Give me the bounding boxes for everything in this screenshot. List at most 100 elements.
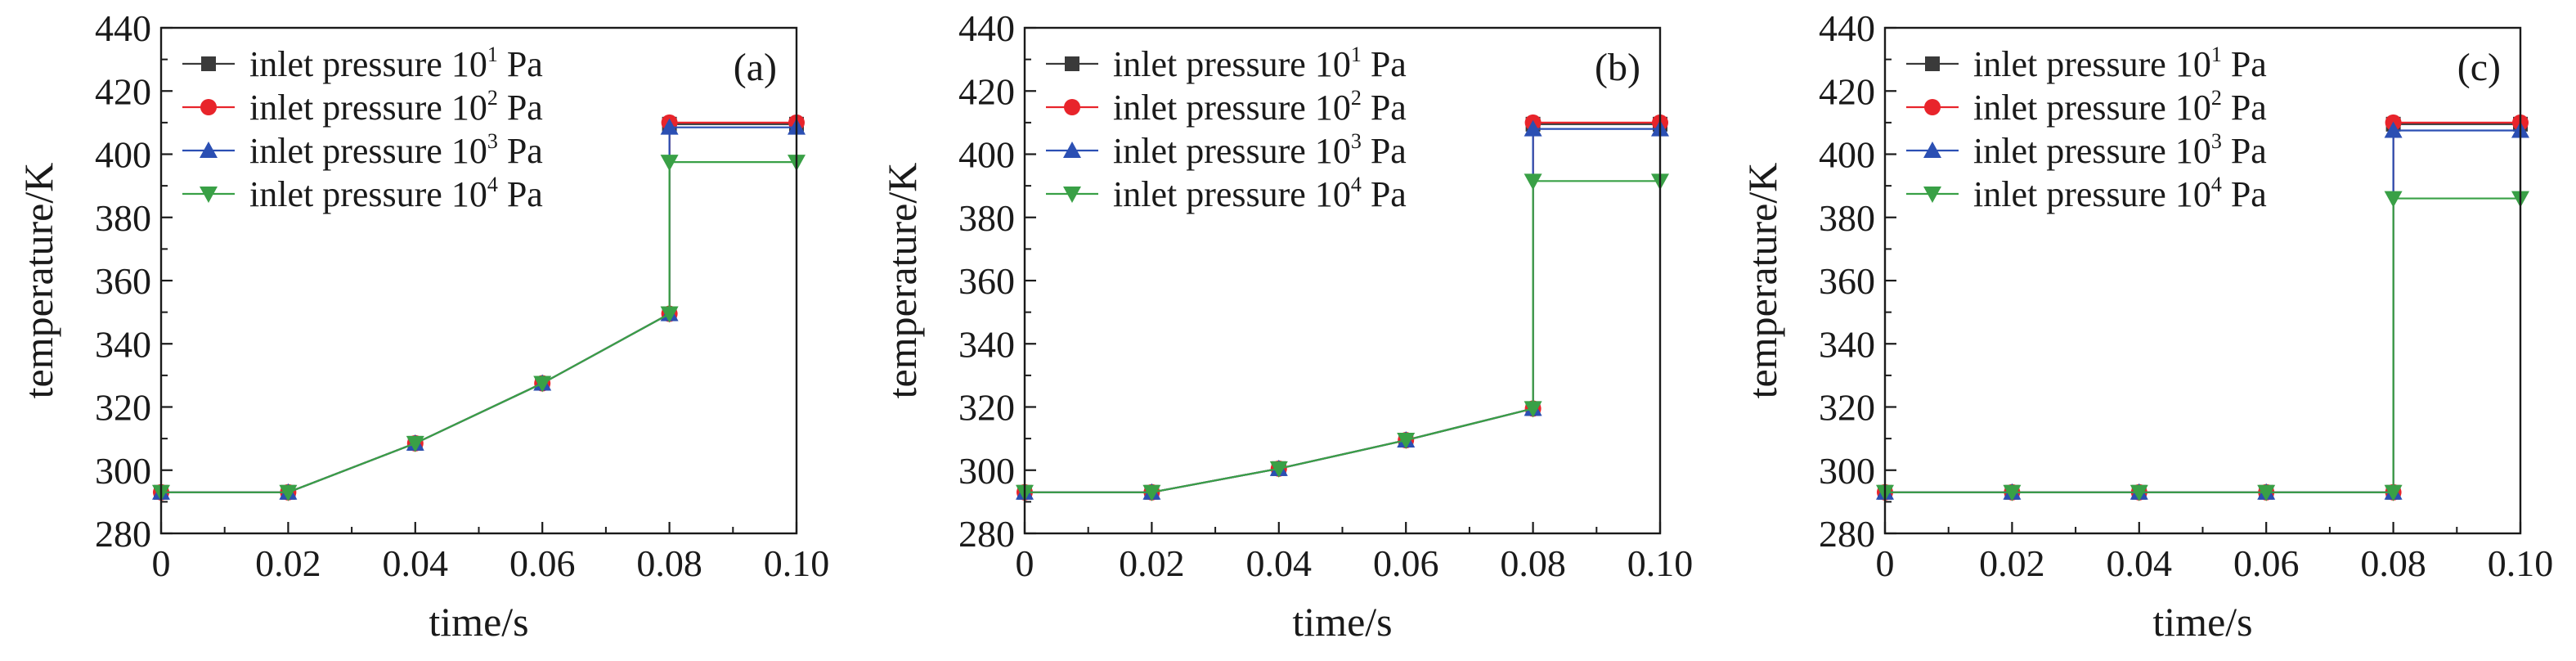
legend-label-base: inlet pressure 10 [249, 174, 487, 214]
legend-label-base: inlet pressure 10 [1973, 131, 2211, 171]
legend-marker [1923, 142, 1941, 158]
legend-label-unit: Pa [2222, 131, 2267, 171]
data-point [2384, 484, 2403, 501]
y-axis-title: temperature/K [16, 163, 61, 399]
x-axis-title: time/s [2152, 599, 2252, 645]
legend-label: inlet pressure 102 Pa [249, 86, 543, 128]
legend-label: inlet pressure 103 Pa [249, 129, 543, 171]
legend-entry: inlet pressure 102 Pa [1906, 86, 2267, 128]
series-line [1885, 197, 2520, 493]
legend-label-unit: Pa [2222, 174, 2267, 214]
legend-label-unit: Pa [498, 174, 543, 214]
data-point [660, 155, 679, 172]
y-tick-label: 400 [1819, 134, 1875, 176]
legend-entry: inlet pressure 102 Pa [182, 86, 543, 128]
x-tick-label: 0.04 [2107, 542, 2173, 584]
legend-entry: inlet pressure 101 Pa [1906, 43, 2267, 84]
panel-label: (c) [2457, 46, 2501, 89]
legend-label-base: inlet pressure 10 [249, 131, 487, 171]
legend-label: inlet pressure 104 Pa [1113, 173, 1407, 214]
y-axis-title: temperature/K [879, 163, 925, 399]
y-tick-label: 280 [1819, 513, 1875, 555]
data-point [2129, 484, 2148, 501]
legend-label-unit: Pa [1362, 131, 1407, 171]
x-tick-label: 0.08 [2360, 542, 2426, 584]
y-axis-title: temperature/K [1739, 163, 1785, 399]
legend-label-base: inlet pressure 10 [1973, 174, 2211, 214]
x-tick-label: 0.06 [509, 542, 576, 584]
legend-label: inlet pressure 103 Pa [1973, 129, 2267, 171]
y-tick-label: 340 [95, 323, 151, 365]
y-tick-label: 300 [95, 450, 151, 492]
legend-entry: inlet pressure 103 Pa [182, 129, 543, 171]
legend-label: inlet pressure 102 Pa [1113, 86, 1407, 128]
y-tick-label: 420 [958, 70, 1015, 112]
legend-label-unit: Pa [498, 131, 543, 171]
legend-label-unit: Pa [498, 44, 543, 84]
legend-label: inlet pressure 101 Pa [249, 43, 543, 84]
x-tick-label: 0.02 [1979, 542, 2045, 584]
legend-label: inlet pressure 104 Pa [249, 173, 543, 214]
legend-label-exponent: 2 [2211, 86, 2222, 110]
x-tick-label: 0.10 [1627, 542, 1694, 584]
data-point [1524, 401, 1542, 418]
y-tick-label: 300 [958, 450, 1015, 492]
legend-marker [1063, 187, 1081, 203]
legend-label: inlet pressure 101 Pa [1113, 43, 1407, 84]
legend-label: inlet pressure 104 Pa [1973, 173, 2267, 214]
legend-marker [1064, 99, 1080, 115]
y-tick-label: 280 [95, 513, 151, 555]
legend-entry: inlet pressure 101 Pa [182, 43, 543, 84]
x-tick-label: 0.04 [1246, 542, 1313, 584]
y-tick-label: 380 [95, 197, 151, 239]
data-point [406, 435, 424, 452]
legend-label-base: inlet pressure 10 [1113, 44, 1351, 84]
x-tick-label: 0.08 [1500, 542, 1566, 584]
legend-marker [1063, 142, 1081, 158]
data-point [1524, 119, 1542, 137]
y-tick-label: 280 [958, 513, 1015, 555]
panel-label: (a) [734, 46, 777, 89]
legend-label-exponent: 1 [2211, 43, 2222, 66]
chart-panel: 280 300 320 340 360 380 400 420 440 0 0.02 0.04 0.06… [16, 7, 829, 645]
legend-marker [200, 142, 218, 158]
data-point [1269, 461, 1288, 478]
legend-entry: inlet pressure 104 Pa [182, 173, 543, 214]
legend-label-unit: Pa [1362, 44, 1407, 84]
series-group [152, 155, 806, 501]
legend-marker [200, 99, 217, 115]
y-tick-label: 380 [1819, 197, 1875, 239]
legend-entry: inlet pressure 103 Pa [1046, 129, 1407, 171]
legend-entry: inlet pressure 103 Pa [1906, 129, 2267, 171]
x-tick-label: 0.10 [764, 542, 830, 584]
y-tick-label: 360 [1819, 260, 1875, 302]
legend-label-exponent: 4 [487, 173, 498, 196]
legend-label-base: inlet pressure 10 [1113, 88, 1351, 128]
y-tick-label: 320 [1819, 387, 1875, 429]
x-tick-label: 0.08 [636, 542, 702, 584]
legend-label-exponent: 4 [2211, 173, 2222, 196]
data-point [1142, 484, 1161, 501]
legend-label-base: inlet pressure 10 [1973, 44, 2211, 84]
x-axis-title: time/s [429, 599, 528, 645]
x-tick-label: 0.06 [2233, 542, 2300, 584]
legend-label-base: inlet pressure 10 [1113, 131, 1351, 171]
y-tick-label: 440 [95, 7, 151, 49]
y-tick-label: 420 [1819, 70, 1875, 112]
y-tick-label: 400 [958, 134, 1015, 176]
legend-label-exponent: 2 [1351, 86, 1362, 110]
legend-marker [201, 56, 216, 71]
legend-entry: inlet pressure 102 Pa [1046, 86, 1407, 128]
legend-label-exponent: 4 [1351, 173, 1362, 196]
legend-marker [200, 187, 218, 203]
y-tick-label: 440 [958, 7, 1015, 49]
x-tick-label: 0.04 [383, 542, 449, 584]
y-tick-label: 400 [95, 134, 151, 176]
data-point [533, 375, 552, 393]
y-tick-label: 320 [95, 387, 151, 429]
data-point [1397, 433, 1416, 450]
data-point [1524, 173, 1542, 191]
